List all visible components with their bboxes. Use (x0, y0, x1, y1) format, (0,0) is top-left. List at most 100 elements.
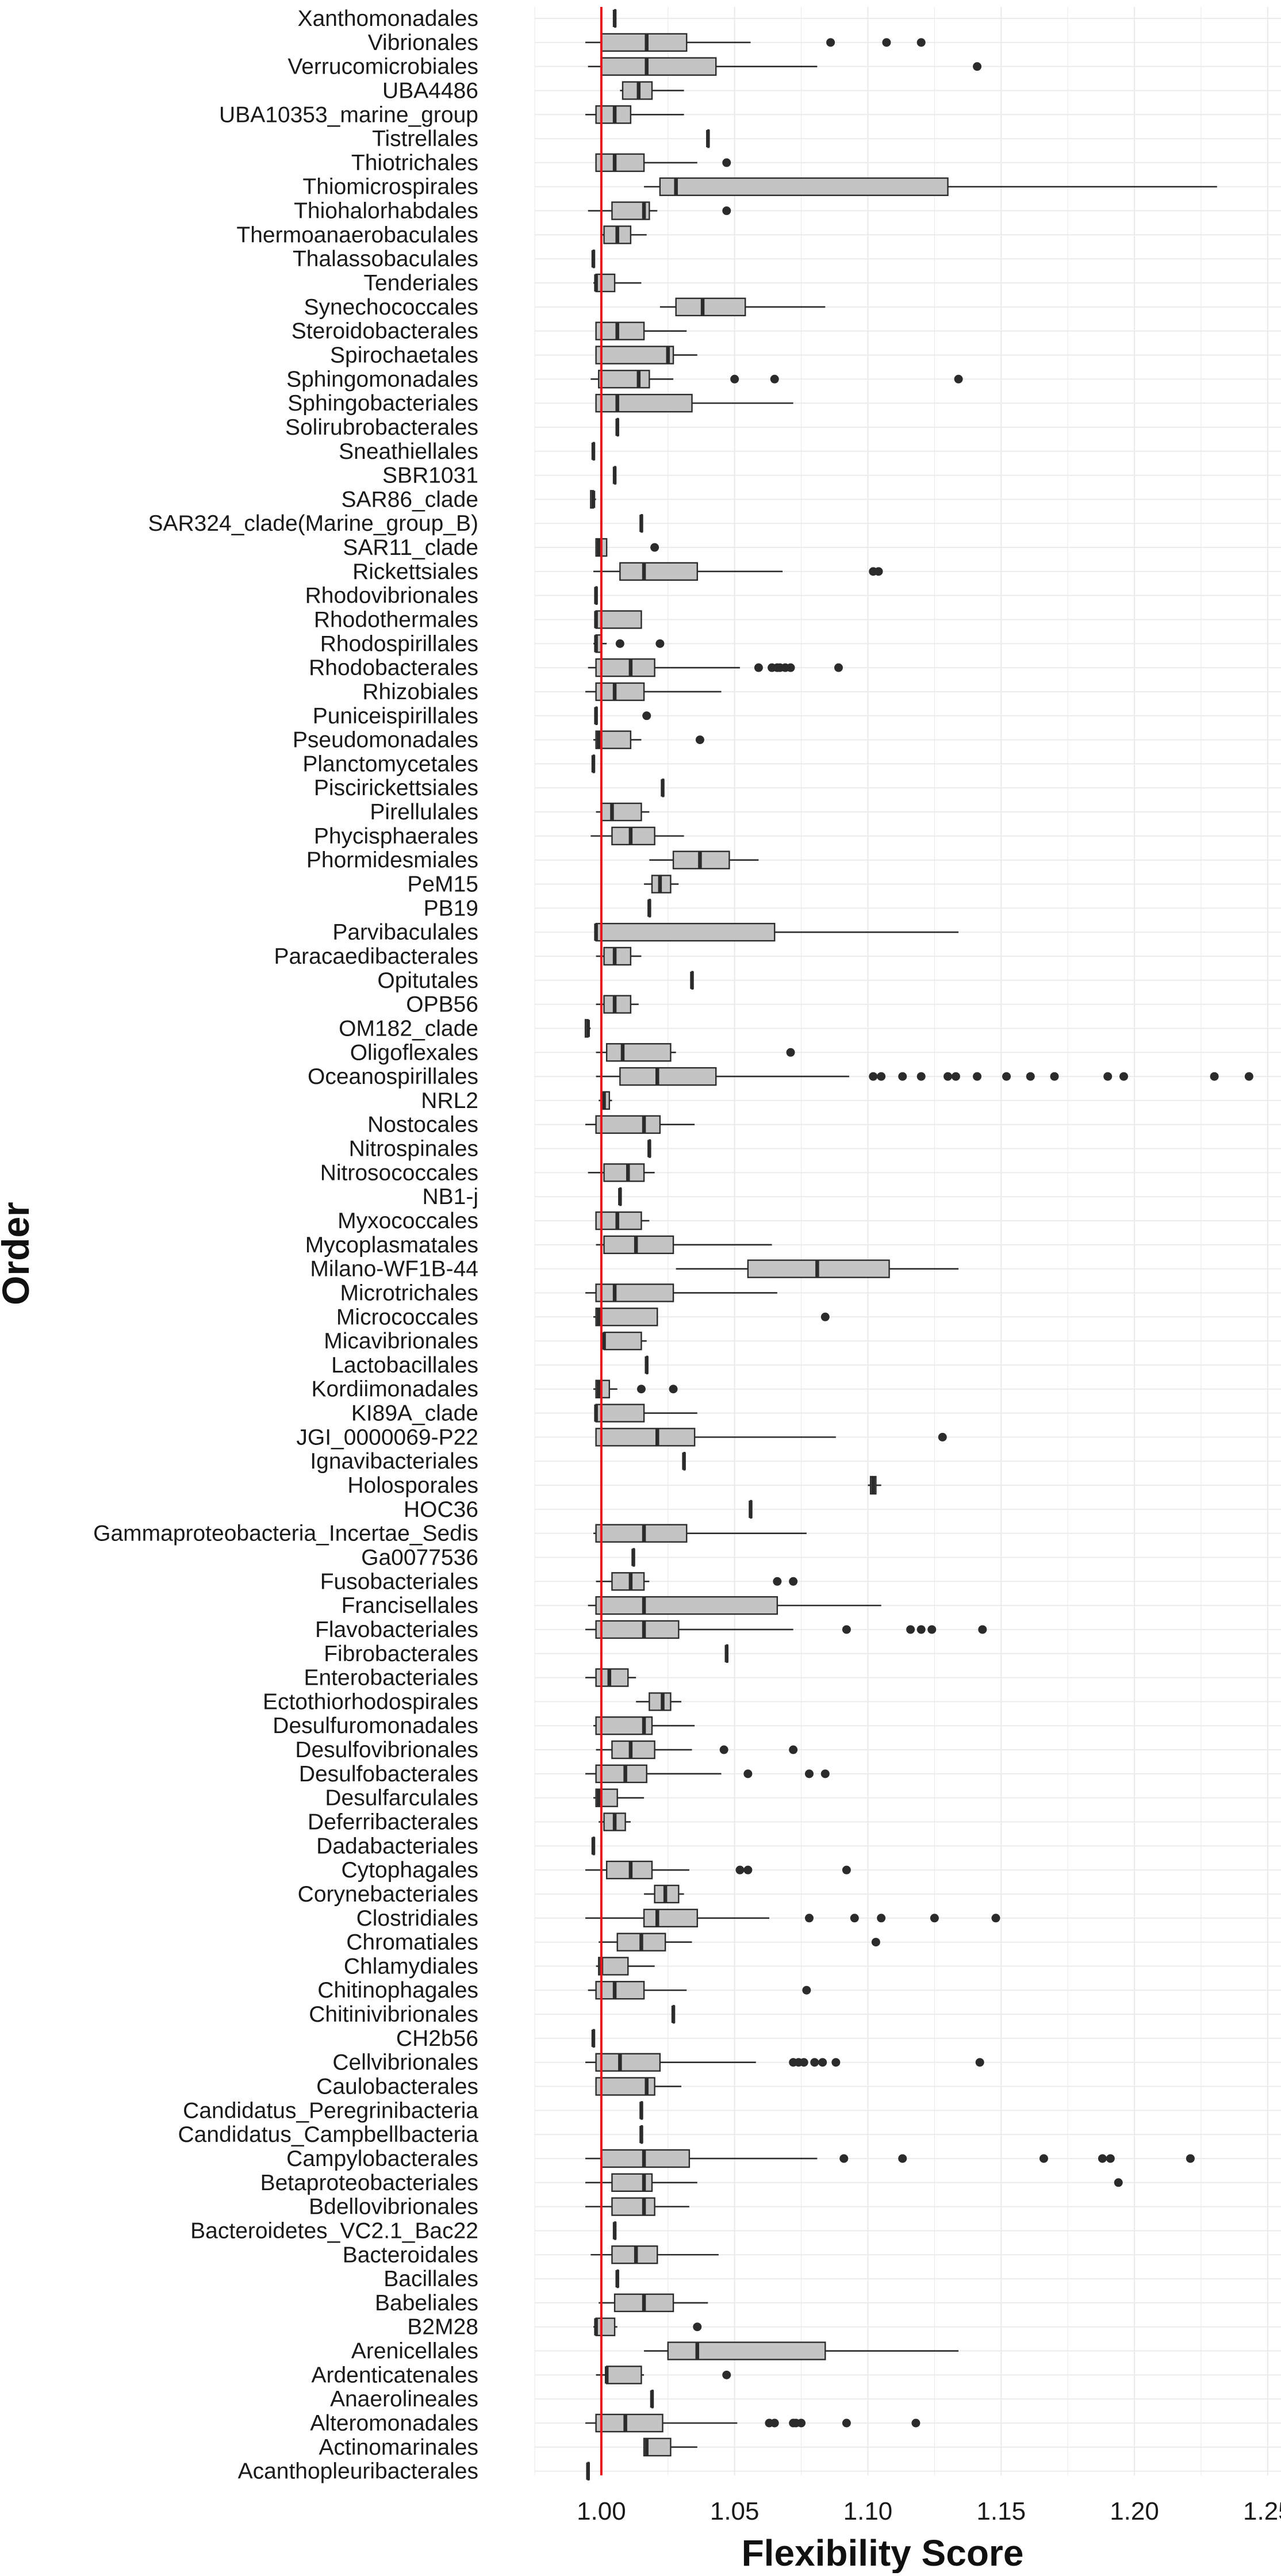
category-label: Enterobacteriales (304, 1666, 478, 1690)
category-label: KI89A_clade (351, 1401, 478, 1426)
outlier-point (850, 1914, 859, 1923)
category-label: Bacteroidetes_VC2.1_Bac22 (190, 2218, 478, 2243)
box-iqr (649, 1692, 672, 1711)
category-label: Pirellulales (370, 800, 478, 825)
category-label: Lactobacillales (331, 1353, 478, 1378)
box-iqr (595, 610, 642, 629)
box-iqr (675, 297, 746, 317)
box-iqr (595, 682, 645, 702)
outlier-point (1244, 1072, 1253, 1081)
category-label: Spirochaetales (330, 343, 478, 367)
box-Ga0077536 (631, 1548, 635, 1567)
box-iqr (595, 1764, 647, 1784)
box-Planctomycetales (591, 754, 596, 773)
outlier-point (898, 1072, 907, 1081)
box-Oceanospirillales (596, 1067, 1253, 1086)
category-label: Cytophagales (342, 1858, 479, 1883)
outlier-point (1119, 1072, 1128, 1081)
category-label: PB19 (424, 896, 478, 921)
category-label: Rhodothermales (314, 608, 478, 632)
outlier-point (916, 1625, 926, 1634)
outlier-point (615, 639, 624, 648)
outlier-point (906, 1625, 915, 1634)
category-label: Micavibrionales (324, 1329, 478, 1354)
box-Thiomicrospirales (644, 177, 1217, 196)
category-label: Verrucomicrobiales (287, 55, 478, 79)
category-label: Micrococcales (336, 1305, 478, 1329)
category-label: Desulfobacterales (299, 1762, 478, 1787)
category-label: Thiohalorhabdales (294, 199, 478, 224)
outlier-point (839, 2154, 849, 2163)
outlier-point (799, 2058, 808, 2067)
box-Bacillales (615, 2269, 619, 2288)
outlier-point (818, 2058, 827, 2067)
box-JGI_0000069-P22 (595, 1428, 947, 1447)
box-Desulfuromonadales (593, 1716, 695, 1735)
outlier-point (810, 2058, 819, 2067)
box-Thalassobaculales (591, 250, 596, 269)
outlier-point (693, 2322, 702, 2332)
box-Phormidesmiales (649, 850, 759, 869)
category-label: SAR86_clade (342, 487, 479, 512)
outlier-point (842, 1865, 851, 1874)
category-label: Nitrosococcales (320, 1160, 478, 1185)
box-iqr (611, 1740, 655, 1759)
category-label: OPB56 (406, 992, 478, 1017)
box-Steroidobacterales (595, 321, 687, 340)
outlier-point (898, 2154, 907, 2163)
category-label: Sphingomonadales (286, 367, 478, 392)
category-label: Phormidesmiales (306, 848, 478, 873)
outlier-point (951, 1072, 960, 1081)
box-Piscirickettsiales (661, 779, 665, 798)
box-Thiotrichales (595, 153, 731, 172)
outlier-point (743, 1769, 753, 1778)
box-Thiohalorhabdales (588, 201, 731, 220)
box-iqr (667, 2341, 826, 2360)
category-label: Rhodospirillales (320, 631, 478, 656)
box-iqr (603, 1331, 642, 1351)
box-iqr (595, 1115, 661, 1134)
category-label: Parvibaculales (332, 920, 478, 945)
boxes-layer (584, 9, 1253, 2481)
outlier-point (826, 38, 835, 47)
box-iqr (598, 1957, 629, 1976)
box-Dadabacteriales (591, 1837, 596, 1856)
category-label: Corynebacteriales (298, 1882, 478, 1907)
category-label: Paracaedibacterales (274, 944, 478, 969)
category-label: Piscirickettsiales (314, 776, 478, 800)
category-label: Solirubrobacterales (285, 415, 478, 440)
box-iqr (595, 273, 616, 293)
outlier-point (842, 2418, 851, 2428)
box-SBR1031 (612, 466, 617, 485)
category-label: UBA4486 (382, 78, 478, 103)
box-Synechococcales (659, 297, 826, 317)
box-iqr (595, 1981, 645, 2000)
outlier-point (804, 1769, 814, 1778)
category-label: Flavobacteriales (315, 1617, 478, 1642)
y-axis-title: Order (0, 1202, 37, 1305)
outlier-point (927, 1625, 937, 1634)
category-label: UBA10353_marine_group (219, 102, 478, 127)
box-iqr (595, 1308, 658, 1327)
outlier-point (722, 2370, 731, 2379)
box-SAR86_clade (590, 490, 596, 509)
category-label: Acanthopleuribacterales (238, 2459, 478, 2484)
category-label: Opitutales (377, 968, 478, 993)
outlier-point (877, 1072, 886, 1081)
category-label: Thiotrichales (351, 151, 478, 175)
outlier-point (871, 1938, 880, 1947)
box-Micavibrionales (601, 1331, 647, 1351)
category-label: Steroidobacterales (292, 319, 478, 344)
category-label: Rickettsiales (352, 559, 478, 584)
outlier-point (1114, 2178, 1123, 2187)
x-tick-label: 1.00 (577, 2497, 626, 2525)
outlier-point (786, 1048, 795, 1057)
box-Campylobacterales (585, 2149, 1195, 2168)
outlier-point (991, 1914, 1000, 1923)
category-label: Fibrobacterales (324, 1642, 478, 1666)
box-iqr (611, 1572, 645, 1591)
outlier-point (789, 1745, 798, 1754)
box-Xanthomonadales (612, 9, 617, 28)
box-B2M28 (593, 2317, 702, 2336)
outlier-point (773, 1577, 782, 1586)
